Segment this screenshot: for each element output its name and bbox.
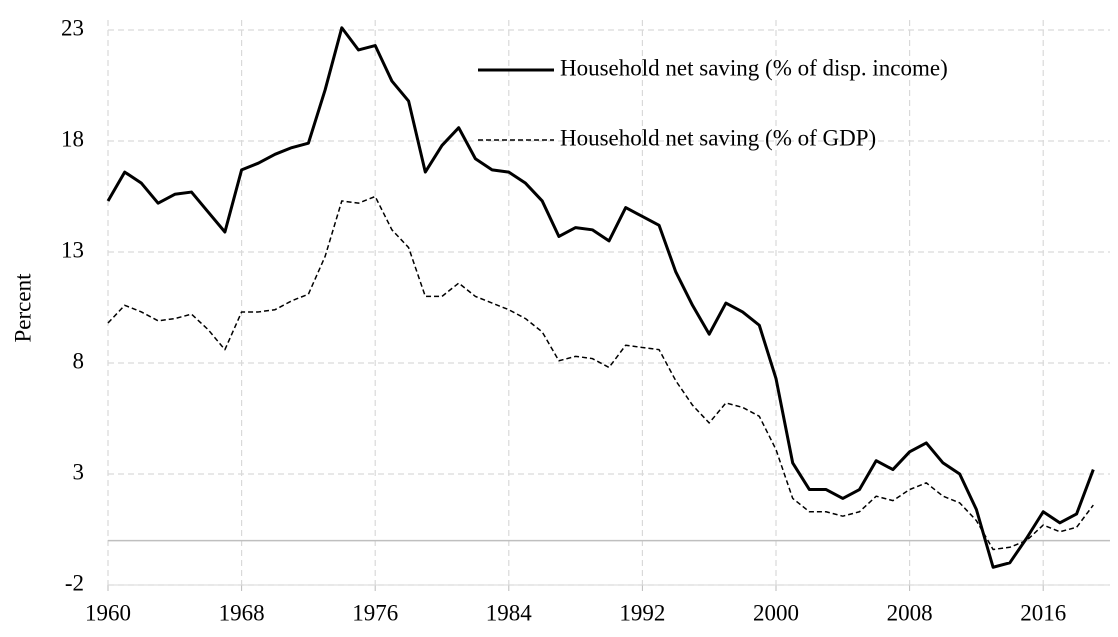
data-line xyxy=(106,26,1095,569)
x-tick-label: 1984 xyxy=(486,600,533,625)
y-tick-label: -2 xyxy=(65,570,84,595)
x-tick-label: 2016 xyxy=(1020,600,1066,625)
y-tick-label: 13 xyxy=(61,237,84,262)
y-axis-label: Percent xyxy=(10,273,35,343)
x-tick-label: 1960 xyxy=(85,600,131,625)
y-tick-label: 8 xyxy=(73,348,85,373)
y-tick-label: 18 xyxy=(61,126,84,151)
x-tick-label: 2000 xyxy=(753,600,799,625)
x-tick-label: 1968 xyxy=(219,600,265,625)
data-line xyxy=(107,195,1094,551)
x-tick-label: 1976 xyxy=(352,600,398,625)
legend-label: Household net saving (% of disp. income) xyxy=(560,55,948,80)
y-tick-label: 23 xyxy=(61,15,84,40)
x-tick-label: 1992 xyxy=(619,600,665,625)
x-tick-label: 2008 xyxy=(887,600,933,625)
legend-label: Household net saving (% of GDP) xyxy=(560,125,876,150)
y-tick-label: 3 xyxy=(73,459,85,484)
